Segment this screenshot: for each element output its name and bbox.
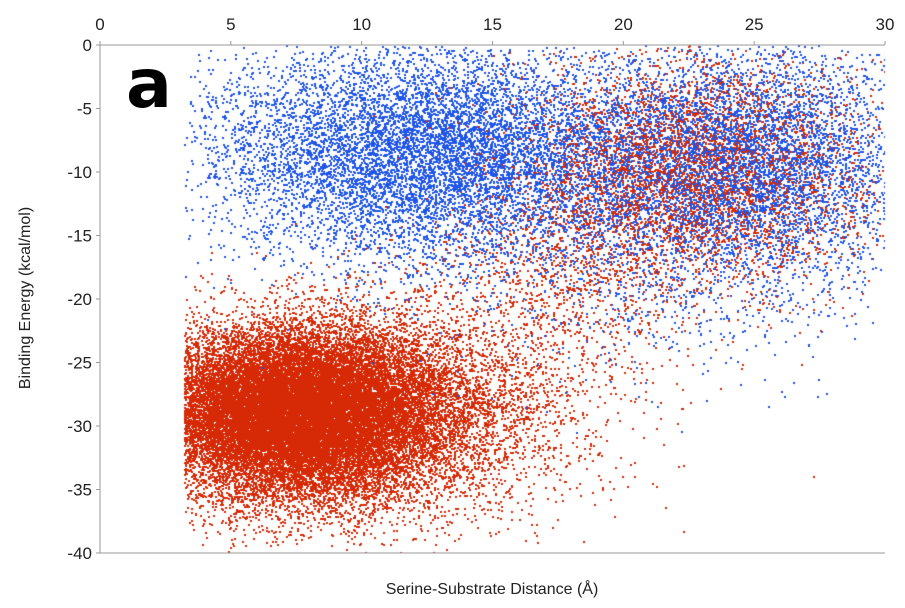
y-axis-label: Binding Energy (kcal/mol) xyxy=(17,207,34,389)
y-tick-label: -5 xyxy=(77,100,92,119)
y-tick-label: -10 xyxy=(67,163,92,182)
y-tick-label: -40 xyxy=(67,544,92,563)
y-tick-label: -30 xyxy=(67,417,92,436)
x-tick-label: 20 xyxy=(614,15,633,34)
y-tick-label: -25 xyxy=(67,354,92,373)
panel-label: a xyxy=(126,45,172,124)
x-tick-label: 30 xyxy=(876,15,895,34)
x-tick-label: 25 xyxy=(745,15,764,34)
y-tick-label: -35 xyxy=(67,481,92,500)
x-tick-label: 0 xyxy=(95,15,104,34)
axes xyxy=(96,41,886,554)
tick-labels: 0 5 10 15 20 25 30 0 -5 -10 -15 -20 -25 -30 -35 -40 xyxy=(67,15,894,563)
y-tick-label: 0 xyxy=(83,36,92,55)
y-tick-label: -20 xyxy=(67,290,92,309)
x-axis-label: Serine-Substrate Distance (Å) xyxy=(386,579,599,598)
x-tick-label: 5 xyxy=(226,15,235,34)
y-tick-label: -15 xyxy=(67,227,92,246)
x-tick-label: 10 xyxy=(352,15,371,34)
x-tick-label: 15 xyxy=(483,15,502,34)
